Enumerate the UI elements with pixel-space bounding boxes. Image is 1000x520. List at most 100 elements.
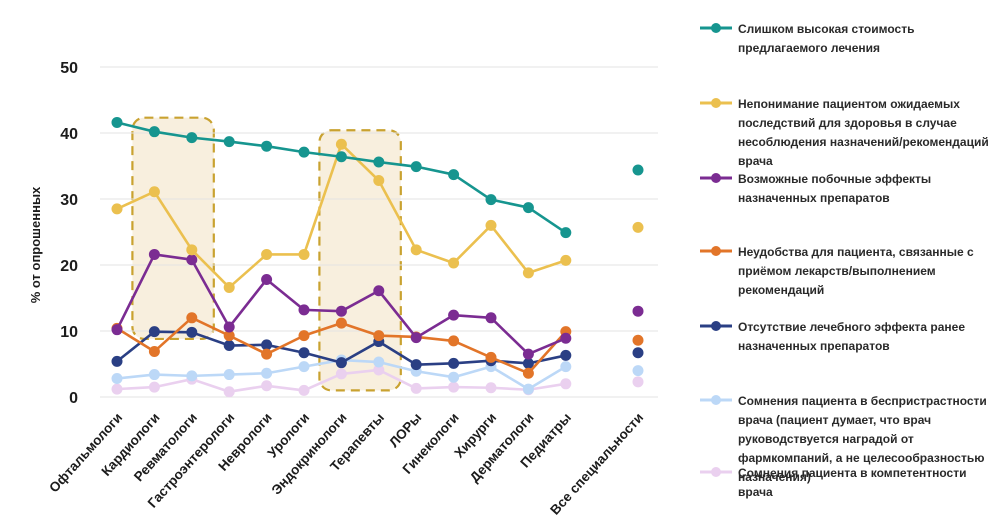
data-point	[632, 365, 644, 377]
y-tick-label: 10	[60, 324, 78, 341]
data-point	[485, 382, 497, 394]
data-point	[560, 332, 572, 344]
series	[111, 138, 644, 293]
series-lines	[111, 116, 644, 398]
data-point	[335, 151, 347, 163]
data-point	[298, 347, 310, 359]
data-point	[485, 351, 497, 363]
y-tick-label: 40	[60, 126, 78, 143]
data-point	[261, 367, 273, 379]
legend-marker-icon	[700, 321, 732, 331]
data-point	[335, 305, 347, 317]
data-point	[560, 227, 572, 239]
legend-label: Непонимание пациентом ожидаемых последст…	[738, 97, 989, 168]
data-point	[148, 248, 160, 260]
data-point	[111, 373, 123, 385]
data-point	[261, 274, 273, 286]
data-point	[335, 368, 347, 380]
data-point	[522, 202, 534, 214]
series	[111, 116, 644, 239]
legend-label: Слишком высокая стоимость предлагаемого …	[738, 22, 915, 55]
data-point	[223, 321, 235, 333]
data-point	[148, 326, 160, 338]
data-point	[335, 357, 347, 369]
data-point	[448, 169, 460, 181]
data-point	[261, 248, 273, 260]
data-point	[410, 382, 422, 394]
data-point	[223, 386, 235, 398]
data-point	[111, 383, 123, 395]
data-point	[632, 334, 644, 346]
data-point	[448, 371, 460, 383]
data-point	[186, 370, 198, 382]
data-point	[485, 194, 497, 206]
data-point	[186, 244, 198, 256]
data-point	[298, 384, 310, 396]
data-point	[261, 339, 273, 351]
data-point	[261, 380, 273, 392]
y-axis-label: % от опрошенных	[28, 186, 43, 303]
data-point	[223, 340, 235, 352]
y-tick-label: 30	[60, 192, 78, 209]
data-point	[148, 126, 160, 138]
data-point	[373, 175, 385, 187]
data-point	[148, 345, 160, 357]
data-point	[223, 136, 235, 148]
data-point	[373, 285, 385, 297]
legend-label: Сомнения пациента в беспристрастности вр…	[738, 394, 987, 484]
data-point	[410, 161, 422, 173]
data-point	[632, 221, 644, 233]
y-tick-label: 0	[69, 390, 78, 407]
data-point	[448, 357, 460, 369]
data-point	[448, 335, 460, 347]
data-point	[410, 244, 422, 256]
data-point	[485, 219, 497, 231]
data-point	[560, 254, 572, 266]
y-axis-ticks: 0 10 20 30 40 50	[60, 60, 78, 407]
data-point	[111, 355, 123, 367]
data-point	[448, 381, 460, 393]
data-point	[632, 347, 644, 359]
legend-marker-icon	[700, 173, 732, 183]
y-tick-label: 20	[60, 258, 78, 275]
legend: Слишком высокая стоимость предлагаемого …	[700, 0, 990, 520]
data-point	[298, 330, 310, 342]
data-point	[298, 361, 310, 373]
legend-label: Возможные побочные эффекты назначенных п…	[738, 172, 932, 205]
data-point	[560, 361, 572, 373]
data-point	[335, 317, 347, 329]
legend-label: Сомнения пациента в компетентности врача	[738, 466, 967, 499]
data-point	[448, 309, 460, 321]
data-point	[148, 186, 160, 198]
data-point	[485, 312, 497, 324]
y-tick-label: 50	[60, 60, 78, 77]
legend-marker-icon	[700, 395, 732, 405]
series	[111, 248, 644, 360]
legend-marker-icon	[700, 246, 732, 256]
data-point	[186, 254, 198, 266]
data-point	[560, 378, 572, 390]
data-point	[632, 305, 644, 317]
x-axis-ticks: ОфтальмологиКардиологиРевматологиГастроэ…	[46, 410, 646, 518]
data-point	[223, 281, 235, 293]
data-point	[223, 369, 235, 381]
data-point	[632, 164, 644, 176]
data-point	[522, 367, 534, 379]
legend-marker-icon	[700, 467, 732, 477]
data-point	[186, 132, 198, 144]
data-point	[186, 312, 198, 324]
data-point	[632, 376, 644, 388]
data-point	[522, 348, 534, 360]
data-point	[186, 326, 198, 338]
data-point	[111, 203, 123, 215]
data-point	[298, 304, 310, 316]
legend-label: Отсутствие лечебного эффекта ранее назна…	[738, 320, 966, 353]
data-point	[298, 248, 310, 260]
data-point	[335, 138, 347, 150]
data-point	[148, 369, 160, 381]
data-point	[448, 257, 460, 269]
data-point	[298, 146, 310, 158]
data-point	[111, 324, 123, 336]
data-point	[261, 348, 273, 360]
legend-marker-icon	[700, 23, 732, 33]
